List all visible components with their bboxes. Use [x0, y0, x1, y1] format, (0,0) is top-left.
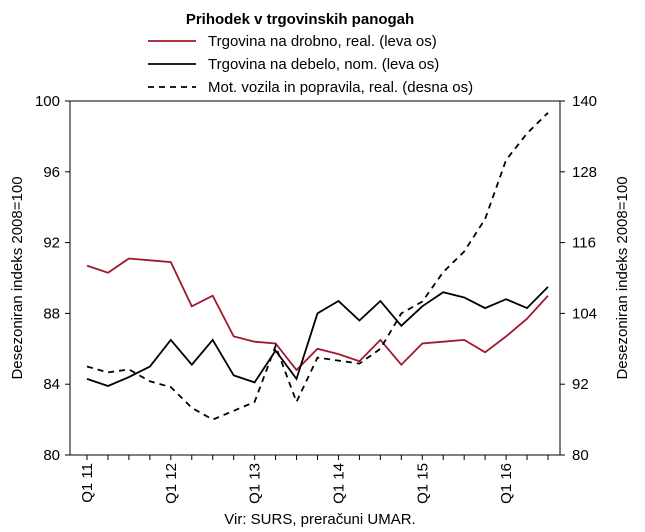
- y-right-tick-label: 128: [572, 164, 597, 181]
- y-left-tick-label: 88: [43, 305, 60, 322]
- y-left-tick-label: 84: [43, 376, 60, 393]
- chart-title: Prihodek v trgovinskih panogah: [186, 11, 414, 28]
- plot-area: [69, 100, 561, 456]
- series-line-1: [86, 257, 549, 372]
- series-line-2: [86, 286, 549, 387]
- y-right-tick-label: 116: [572, 235, 596, 252]
- legend: Trgovina na drobno, real. (leva os) Trgov…: [148, 33, 473, 96]
- x-tick-label: Q1 11: [79, 463, 96, 503]
- y-right-tick-label: 140: [572, 93, 597, 110]
- y-right-tick-label: 104: [572, 305, 597, 322]
- y-left-tick-label: 92: [43, 235, 60, 252]
- y-right-tick-label: 92: [572, 376, 589, 393]
- y-left-tick-label: 80: [43, 447, 60, 464]
- source-note: Vir: SURS, preračuni UMAR.: [224, 511, 415, 528]
- x-tick-label: Q1 16: [498, 463, 515, 504]
- legend-label-2: Trgovina na debelo, nom. (leva os): [208, 56, 439, 73]
- series-layer: [86, 112, 549, 421]
- y-axis-left-label: Desezoniran indeks 2008=100: [9, 176, 26, 379]
- x-tick-label: Q1 12: [163, 463, 180, 504]
- x-tick-label: Q1 13: [247, 463, 264, 504]
- x-tick-label: Q1 15: [414, 463, 431, 504]
- legend-label-3: Mot. vozila in popravila, real. (desna o…: [208, 79, 473, 96]
- legend-label-1: Trgovina na drobno, real. (leva os): [208, 33, 437, 50]
- y-left-tick-label: 96: [43, 164, 60, 181]
- y-axis-left: 80 84 88 92 96 100: [35, 93, 70, 464]
- x-axis: Q1 11 Q1 12 Q1 13 Q1 14 Q1 15 Q1 16: [79, 455, 549, 504]
- y-left-tick-label: 100: [35, 93, 60, 110]
- series-line-3: [86, 112, 549, 421]
- y-axis-right: 80 92 104 116 128 140: [560, 93, 597, 464]
- y-axis-right-label: Desezoniran indeks 2008=100: [614, 176, 631, 379]
- y-right-tick-label: 80: [572, 447, 589, 464]
- x-tick-label: Q1 14: [330, 463, 347, 504]
